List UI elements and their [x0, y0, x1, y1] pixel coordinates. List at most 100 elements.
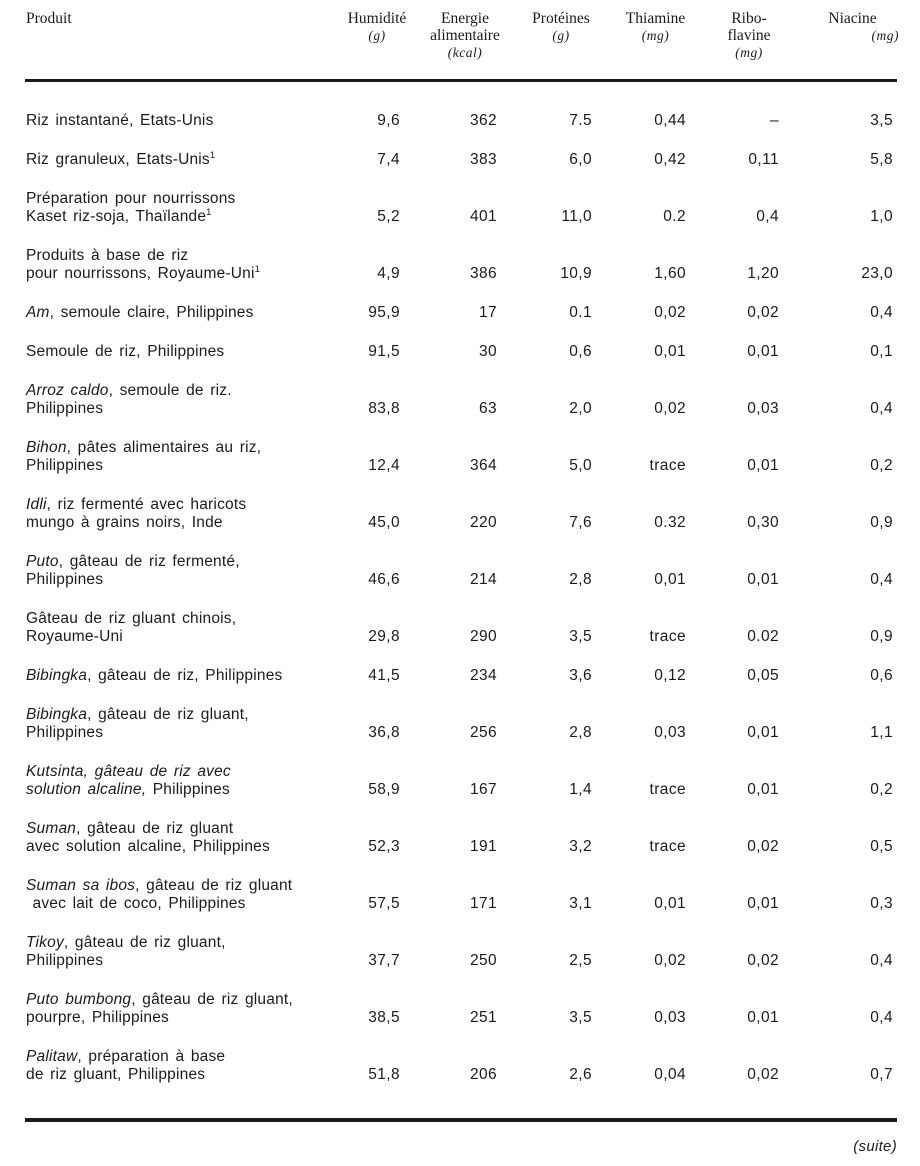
product-text: , gâteau de riz gluant	[76, 820, 234, 837]
column-header-2: Protéines (g)	[501, 10, 596, 82]
value-cell-1: 401	[469, 208, 497, 225]
value-cell-1: 251	[469, 1009, 497, 1026]
product-line: Bibingka, gâteau de riz gluant,	[26, 706, 324, 724]
table-row: Riz granuleux, Etats-Unis1 7,4 383 6,0 0,42 0…	[25, 131, 897, 170]
value-cell-4: 0,03	[747, 400, 779, 417]
product-line: avec lait de coco, Philippines	[26, 895, 324, 913]
product-cell: Riz granuleux, Etats-Unis1	[25, 131, 325, 170]
column-header-label: Energie	[441, 10, 489, 27]
value-cell-5: 1,1	[870, 724, 893, 741]
product-cell: Arroz caldo, semoule de riz. Philippines	[25, 362, 325, 419]
value-cell-3: trace	[649, 628, 686, 645]
value-cell-3: 0,01	[654, 343, 686, 360]
table-row: Suman sa ibos, gâteau de riz gluant avec…	[25, 857, 897, 914]
value-cell-1: 206	[404, 1028, 501, 1122]
value-cell-2: 7.5	[569, 112, 592, 129]
value-cell-5: 0,4	[870, 952, 893, 969]
product-text: , préparation à base	[77, 1048, 226, 1065]
value-cell-1: 364	[469, 457, 497, 474]
value-cell-3: 0,02	[654, 952, 686, 969]
value-cell-4: 0,01	[747, 724, 779, 741]
value-cell-2: 3,5	[569, 628, 592, 645]
product-line: Philippines	[26, 952, 324, 970]
product-line: avec solution alcaline, Philippines	[26, 838, 324, 856]
value-cell-3: trace	[649, 781, 686, 798]
value-cell-4: 0,02	[747, 952, 779, 969]
value-cell-0: 37,7	[368, 952, 400, 969]
value-cell-4: 0,01	[747, 457, 779, 474]
value-cell-5: 0,4	[870, 400, 893, 417]
column-header-lines: Protéines (g)	[526, 10, 596, 44]
value-cell-4: 0,4	[756, 208, 779, 225]
footnote-marker: 1	[206, 206, 212, 218]
table-row: Riz instantané, Etats-Unis 9,6 362 7.5 0,44 –…	[25, 81, 897, 132]
product-line: Semoule de riz, Philippines	[26, 343, 324, 361]
product-line: Kutsinta, gâteau de riz avec	[26, 763, 324, 781]
column-header-unit: (mg)	[641, 28, 670, 43]
value-cell-5: 23,0	[861, 265, 893, 282]
table-row: Idli, riz fermenté avec haricots mungo à …	[25, 476, 897, 533]
product-line: Arroz caldo, semoule de riz.	[26, 382, 324, 400]
product-line: Bibingka, gâteau de riz, Philippines	[26, 667, 324, 685]
value-cell-3: 0,03	[654, 724, 686, 741]
continuation-note: (suite)	[853, 1138, 897, 1155]
product-text: pourpre, Philippines	[26, 1009, 170, 1026]
column-header-label: Thiamine	[625, 10, 686, 27]
value-cell-2: 5,0	[569, 457, 592, 474]
table-row: Am, semoule claire, Philippines 95,9 17 0.1…	[25, 284, 897, 323]
product-text: Puto bumbong	[26, 991, 132, 1008]
value-cell-3: trace	[649, 838, 686, 855]
value-cell-4: 0,05	[747, 667, 779, 684]
value-cell-3: 0.2	[663, 208, 686, 225]
value-cell-5: 5,8	[870, 151, 893, 168]
product-text: Bibingka	[26, 706, 88, 723]
product-text: Puto	[26, 553, 59, 570]
value-cell-3: 0,01	[654, 895, 686, 912]
value-cell-5: 0,7	[783, 1028, 897, 1122]
product-text: Gâteau de riz gluant chinois,	[26, 610, 237, 627]
value-cell-3: trace	[649, 457, 686, 474]
value-cell-3: 0,44	[654, 112, 686, 129]
value-cell-0: 83,8	[368, 400, 400, 417]
product-line: solution alcaline, Philippines	[26, 781, 324, 799]
value-cell-1: 256	[469, 724, 497, 741]
value-cell-2: 0.1	[569, 304, 592, 321]
value-cell-5: 0,6	[870, 667, 893, 684]
value-cell-1: 250	[469, 952, 497, 969]
product-text: Bibingka	[26, 667, 88, 684]
value-cell-2: 2,8	[569, 571, 592, 588]
product-text: Philippines	[26, 952, 104, 969]
product-text: solution alcaline,	[26, 781, 147, 798]
value-cell-3: 0,12	[654, 667, 686, 684]
product-text: Kutsinta, gâteau de riz avec	[26, 763, 231, 780]
product-text: Philippines	[26, 724, 104, 741]
value-cell-3: 0,04	[596, 1028, 690, 1122]
product-cell: Préparation pour nourrissons Kaset riz-so…	[25, 170, 325, 227]
table-row: Puto bumbong, gâteau de riz gluant, pourp…	[25, 971, 897, 1028]
product-text: , gâteau de riz gluant,	[87, 706, 249, 723]
product-line: Philippines	[26, 457, 324, 475]
product-text: Semoule de riz, Philippines	[26, 343, 225, 360]
value-cell-4: 0,01	[747, 781, 779, 798]
value-cell-2: 2,5	[569, 952, 592, 969]
value-cell-2: 1,4	[569, 781, 592, 798]
column-header-label: Humidité	[347, 10, 407, 27]
value-cell-0: 91,5	[368, 343, 400, 360]
product-line: Philippines	[26, 724, 324, 742]
value-cell-1: 214	[469, 571, 497, 588]
product-text: Suman	[26, 820, 77, 837]
value-cell-2: 3,6	[569, 667, 592, 684]
value-cell-3: 0,03	[654, 1009, 686, 1026]
value-cell-0: 36,8	[368, 724, 400, 741]
value-cell-2: 3,5	[569, 1009, 592, 1026]
product-cell: Suman, gâteau de riz gluant avec solution…	[25, 800, 325, 857]
product-line: mungo à grains noirs, Inde	[26, 514, 324, 532]
product-text: Idli	[26, 496, 47, 513]
product-text: Préparation pour nourrissons	[26, 190, 236, 207]
value-cell-4: 0,11	[748, 151, 779, 168]
product-text: , gâteau de riz fermenté,	[58, 553, 240, 570]
column-header-lines: Energie alimentaire (kcal)	[429, 10, 501, 61]
column-header-lines: Thiamine (mg)	[621, 10, 690, 44]
product-text: Bihon	[26, 439, 67, 456]
